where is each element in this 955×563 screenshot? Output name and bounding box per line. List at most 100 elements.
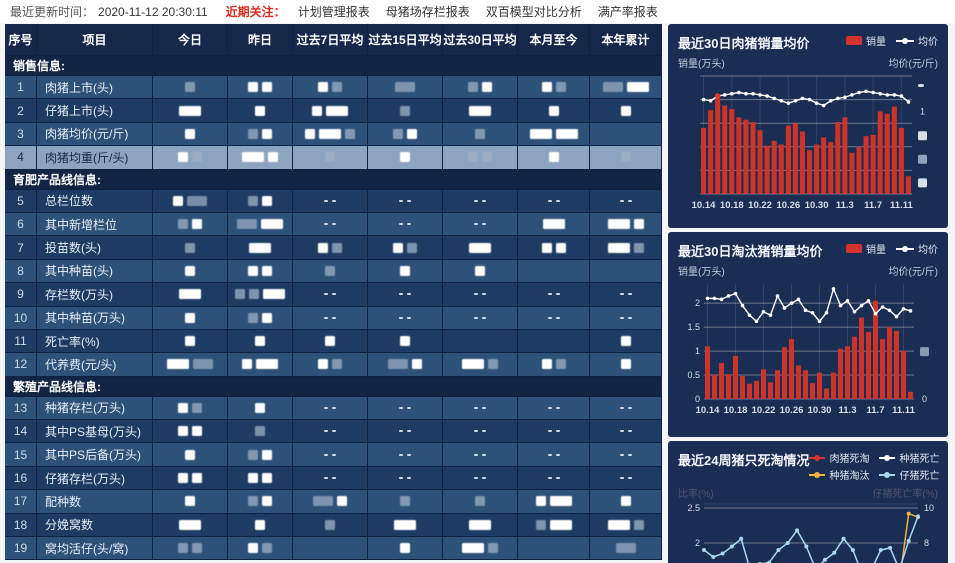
svg-text:10: 10 — [924, 503, 934, 513]
table-row-3[interactable]: 3 肉猪均价(元/斤) — [5, 122, 662, 147]
empty-value-dash — [332, 199, 336, 202]
value-cell — [368, 537, 443, 561]
chart1-legend-sales[interactable]: 销量 — [846, 33, 886, 48]
empty-value-dash — [332, 453, 336, 456]
table-row-11[interactable]: 11 死亡率(%) — [5, 329, 662, 354]
table-row-1[interactable]: 1 肉猪上市(头) — [5, 76, 662, 100]
redacted-value — [262, 82, 272, 93]
redacted-value — [469, 519, 491, 530]
table-row-9[interactable]: 9 存栏数(万头) — [5, 283, 662, 307]
table-row-10[interactable]: 10 其中种苗(万头) — [5, 306, 662, 330]
chart1-legend-price[interactable]: 均价 — [896, 33, 938, 48]
chart2-legend-price[interactable]: 均价 — [896, 241, 938, 256]
row-item-label: 种猪存栏(万头) — [37, 396, 153, 421]
redacted-value — [255, 336, 265, 347]
value-cell — [293, 537, 368, 561]
report-link-1[interactable]: 计划管理报表 — [297, 5, 370, 19]
empty-value-dash — [627, 199, 632, 202]
redacted-value — [249, 289, 259, 300]
redacted-value — [541, 82, 552, 93]
redacted-value — [400, 152, 410, 163]
report-link-2[interactable]: 母猪场存栏报表 — [385, 5, 470, 19]
report-link-3[interactable]: 双百模型对比分析 — [485, 5, 582, 19]
table-row-19[interactable]: 19 窝均活仔(头/窝) — [5, 537, 662, 561]
value-cell — [228, 212, 293, 237]
table-row-16[interactable]: 16 仔猪存栏(万头) — [5, 466, 662, 491]
redacted-value — [633, 219, 644, 230]
value-cell — [590, 329, 662, 354]
redacted-value — [248, 128, 258, 139]
redacted-value — [255, 402, 265, 413]
redacted-value — [192, 152, 202, 163]
chart3-legend-1[interactable]: 肉猪死淘 — [809, 450, 869, 465]
empty-value-dash — [555, 316, 560, 319]
empty-value-dash — [407, 199, 411, 202]
redacted-value — [255, 519, 265, 530]
chart-panel-cull-sales: 最近30日淘汰猪销量均价 销量 均价 销量(万头) 均价(元/斤) 0 0.5 1 1… — [668, 232, 948, 437]
chart1-title: 最近30日肉猪销量均价 — [678, 36, 810, 51]
table-row-2[interactable]: 2 仔猪上市(头) — [5, 99, 662, 123]
value-cell — [518, 236, 590, 260]
report-link-4[interactable]: 满产率报表 — [597, 5, 658, 19]
svg-text:1.5: 1.5 — [687, 322, 700, 332]
empty-value-dash — [332, 477, 336, 480]
table-row-14[interactable]: 14 其中PS基母(万头) — [5, 420, 662, 444]
empty-value-dash — [474, 453, 478, 456]
empty-value-dash — [474, 406, 478, 409]
empty-value-dash — [407, 430, 411, 433]
section-header-row: 销售信息: — [5, 56, 662, 76]
svg-text:10.14: 10.14 — [692, 200, 716, 211]
chart3-legend-2[interactable]: 种猪死亡 — [879, 450, 939, 465]
table-row-15[interactable]: 15 其中PS后备(万头) — [5, 443, 662, 467]
chart3-title: 最近24周猪只死淘情况 — [678, 453, 810, 468]
value-cell — [293, 306, 368, 330]
value-cell — [443, 259, 518, 284]
table-row-18[interactable]: 18 分娩窝数 — [5, 513, 662, 538]
table-row-7[interactable]: 7 投苗数(头) — [5, 236, 662, 260]
empty-value-dash — [332, 430, 336, 433]
redacted-value — [261, 219, 283, 230]
empty-value-dash — [482, 453, 486, 456]
table-row-4[interactable]: 4 肉猪均重(斤/头) — [5, 146, 662, 170]
table-row-8[interactable]: 8 其中种苗(头) — [5, 259, 662, 284]
table-row-12[interactable]: 12 代养费(元/头) — [5, 353, 662, 377]
redacted-value — [248, 195, 258, 206]
value-cell — [153, 537, 228, 561]
empty-value-dash — [627, 430, 632, 433]
death-cull-chart: 2.510281.56 — [687, 503, 934, 563]
redacted-value — [468, 82, 478, 93]
row-number: 16 — [5, 466, 37, 491]
redacted-value — [475, 128, 485, 139]
chart3-right-axis-label: 仔猪死亡率(%) — [872, 489, 938, 500]
chart3-legend-4[interactable]: 仔猪死亡 — [879, 467, 939, 482]
value-cell — [228, 443, 293, 467]
value-cell — [518, 443, 590, 467]
redacted-value — [325, 519, 335, 530]
value-cell — [368, 353, 443, 377]
chart3-legend-3[interactable]: 种猪淘汰 — [809, 467, 869, 482]
empty-value-dash — [324, 477, 328, 480]
chart2-legend-sales[interactable]: 销量 — [846, 241, 886, 256]
row-item-label: 其中种苗(万头) — [37, 306, 153, 330]
empty-value-dash — [555, 293, 560, 296]
table-row-17[interactable]: 17 配种数 — [5, 490, 662, 514]
svg-text:10.14: 10.14 — [696, 405, 720, 416]
table-row-5[interactable]: 5 总栏位数 — [5, 189, 662, 213]
table-row-13[interactable]: 13 种猪存栏(万头) — [5, 396, 662, 421]
redacted-value — [541, 242, 552, 253]
value-cell — [368, 306, 443, 330]
redacted-value — [248, 496, 258, 507]
redacted-value — [179, 519, 201, 530]
row-item-label: 存栏数(万头) — [37, 283, 153, 307]
row-item-label: 窝均活仔(头/窝) — [37, 537, 153, 561]
value-cell — [293, 236, 368, 260]
section-header-row: 繁殖产品线信息: — [5, 376, 662, 397]
value-cell — [518, 259, 590, 284]
empty-value-dash — [627, 453, 632, 456]
svg-text:10.30: 10.30 — [805, 200, 829, 211]
empty-value-dash — [399, 199, 403, 202]
table-row-6[interactable]: 6 其中新增栏位 — [5, 212, 662, 237]
value-cell — [518, 146, 590, 170]
